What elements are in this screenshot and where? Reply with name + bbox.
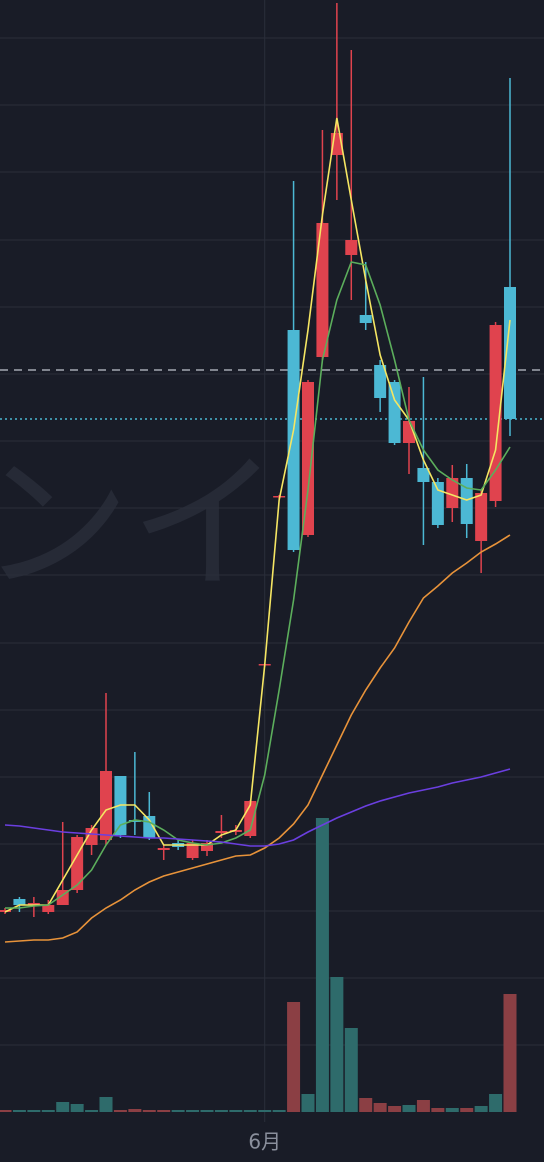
- volume-bar: [287, 1002, 301, 1112]
- volume-bar: [344, 1028, 358, 1112]
- volume-bar: [388, 1106, 402, 1112]
- ma-line: [5, 261, 511, 909]
- candle-body: [201, 843, 213, 851]
- volume-bar: [503, 994, 517, 1112]
- volume-bar: [0, 1110, 12, 1112]
- candle-body: [13, 899, 26, 905]
- candle-body: [374, 365, 387, 398]
- volume-bar: [359, 1098, 373, 1112]
- candle-body: [287, 330, 300, 550]
- volume-bar: [70, 1104, 84, 1112]
- candle-body: [302, 382, 314, 535]
- ma-line: [4, 768, 511, 847]
- candle-body: [316, 223, 329, 357]
- candle-body: [186, 843, 199, 858]
- volume-bar: [200, 1110, 214, 1112]
- candle-body: [215, 831, 228, 833]
- candle-body: [157, 848, 170, 850]
- volume-bar: [128, 1109, 142, 1112]
- candle-body: [128, 820, 141, 822]
- volume-bar: [258, 1110, 272, 1112]
- volume-bar: [243, 1110, 257, 1112]
- volume-bar: [373, 1103, 387, 1112]
- candle-body: [460, 478, 473, 524]
- candle-body: [446, 478, 459, 508]
- volume-bar: [85, 1110, 99, 1112]
- volume-bar: [171, 1110, 185, 1112]
- x-tick-label: 6月: [248, 1130, 281, 1154]
- candle-body: [475, 493, 488, 541]
- candle-body: [244, 801, 257, 836]
- volume-bar: [402, 1105, 416, 1112]
- volume-bar: [315, 818, 329, 1112]
- volume-bar: [330, 977, 344, 1112]
- candle-body: [100, 771, 112, 840]
- candle-body: [388, 382, 401, 443]
- candle-body: [417, 468, 430, 482]
- watermark: ンイ: [0, 438, 280, 612]
- volume-bar: [142, 1110, 156, 1112]
- volume-bar: [301, 1094, 315, 1112]
- volume-bar: [27, 1110, 41, 1112]
- candle-body: [504, 287, 516, 419]
- candle-body: [359, 315, 372, 323]
- volume-bar: [474, 1106, 488, 1112]
- candle-body: [42, 905, 55, 912]
- volume-bar: [157, 1110, 171, 1112]
- candle-body: [229, 830, 242, 832]
- volume-bar: [214, 1110, 228, 1112]
- volume-bar: [445, 1108, 459, 1112]
- volume-bar: [460, 1108, 474, 1112]
- candle-body: [345, 240, 358, 255]
- volume-bar: [12, 1110, 26, 1112]
- volume-bar: [416, 1100, 430, 1112]
- volume-bar: [99, 1097, 113, 1112]
- volume-bar: [489, 1094, 503, 1112]
- candle-body: [431, 482, 444, 525]
- ma-line: [4, 534, 511, 943]
- volume-bar: [186, 1110, 200, 1112]
- candle-body: [27, 903, 40, 905]
- volume-bar: [272, 1110, 286, 1112]
- candle-body: [85, 828, 98, 845]
- volume-bar: [56, 1102, 70, 1112]
- volume-bar: [229, 1110, 243, 1112]
- volume-bar: [113, 1110, 127, 1112]
- volume-bar: [431, 1108, 445, 1112]
- volume-bar: [41, 1110, 55, 1112]
